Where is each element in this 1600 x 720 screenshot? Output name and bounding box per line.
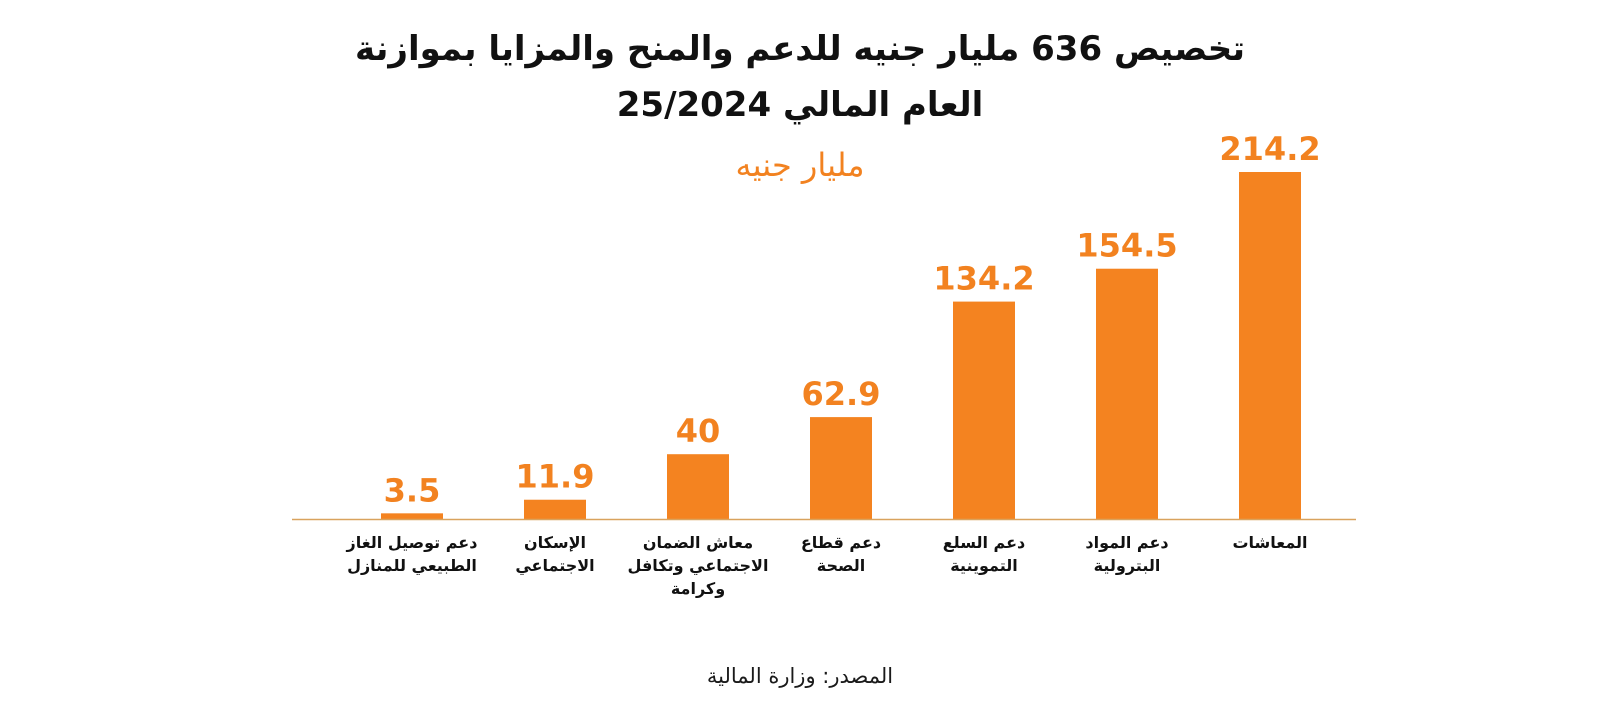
bar-2 [1096, 268, 1158, 519]
category-label-line: دعم المواد [1085, 533, 1168, 552]
bar-value-label-3: 134.2 [933, 260, 1034, 298]
category-label-line: البترولية [1094, 556, 1161, 575]
category-label-line: الطبيعي للمنازل [347, 556, 477, 576]
category-label-5: معاش الضمان الاجتماعي وتكافل وكرامة [628, 533, 769, 598]
category-label-line: دعم قطاع [801, 533, 881, 552]
category-label-line: الاجتماعي وتكافل [628, 556, 769, 576]
bar-value-label-5: 40 [676, 412, 721, 450]
category-label-line: دعم توصيل الغاز [346, 533, 478, 552]
value-labels-layer: 214.2 154.5 134.2 62.9 40 11.9 3.5 [384, 130, 1321, 509]
bar-value-label-6: 11.9 [516, 458, 595, 496]
category-label-6: الإسكان الاجتماعي [515, 533, 594, 576]
bar-4 [810, 417, 872, 519]
unit-label: مليار جنيه [735, 146, 865, 184]
category-label-3: دعم السلع التموينية [943, 533, 1026, 575]
bar-value-label-4: 62.9 [802, 375, 881, 413]
category-label-4: دعم قطاع الصحة [801, 533, 881, 575]
bar-6 [524, 499, 586, 519]
category-label-7: دعم توصيل الغاز الطبيعي للمنازل [346, 533, 478, 576]
bar-value-label-1: 214.2 [1219, 130, 1320, 168]
bar-3 [953, 301, 1015, 519]
category-label-line: الإسكان [524, 533, 586, 552]
bar-value-label-7: 3.5 [384, 471, 441, 509]
bar-7 [381, 513, 443, 519]
category-label-line: التموينية [950, 556, 1018, 575]
category-label-line: الصحة [817, 556, 866, 575]
category-labels-layer: المعاشات دعم المواد البترولية دعم السلع التم… [346, 533, 1308, 598]
chart-title-line-1: تخصيص 636 مليار جنيه للدعم والمنح والمزا… [355, 29, 1245, 69]
category-label-line: المعاشات [1232, 533, 1307, 552]
bar-value-label-2: 154.5 [1076, 227, 1177, 265]
category-label-line: وكرامة [671, 579, 725, 598]
category-label-line: الاجتماعي [515, 556, 594, 576]
category-label-1: المعاشات [1232, 533, 1307, 552]
bars-layer [381, 172, 1301, 519]
source-note: المصدر: وزارة المالية [706, 664, 894, 688]
category-label-2: دعم المواد البترولية [1085, 533, 1168, 575]
chart-title-line-2: العام المالي 25/2024 [616, 85, 984, 125]
category-label-line: دعم السلع [943, 533, 1026, 552]
category-label-line: معاش الضمان [643, 533, 753, 552]
bar-5 [667, 454, 729, 519]
bar-1 [1239, 172, 1301, 519]
